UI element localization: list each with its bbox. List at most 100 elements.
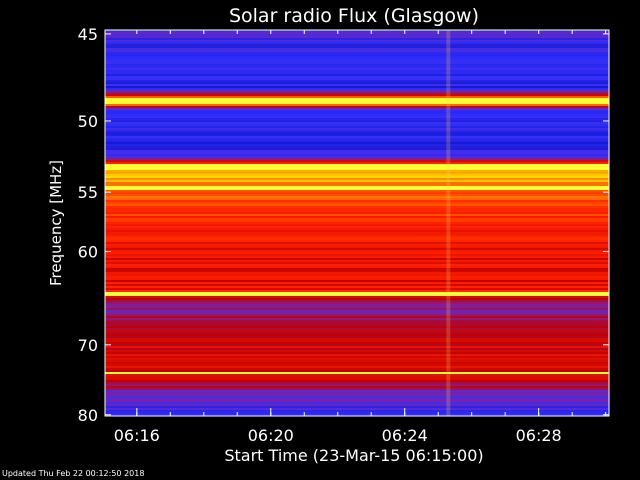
heatmap-row	[105, 86, 609, 89]
heatmap-row	[105, 32, 609, 35]
heatmap-area	[105, 30, 609, 417]
heatmap-row	[105, 112, 609, 115]
heatmap-row	[105, 390, 609, 393]
heatmap-row	[105, 188, 609, 191]
heatmap-row	[105, 280, 609, 283]
heatmap-row	[105, 140, 609, 143]
heatmap-row	[105, 226, 609, 229]
heatmap-row	[105, 70, 609, 73]
heatmap-row	[105, 80, 609, 83]
heatmap-row	[105, 266, 609, 269]
heatmap-row	[105, 164, 609, 167]
heatmap-row	[105, 230, 609, 233]
y-tick-label: 45	[78, 25, 98, 44]
updated-timestamp: Updated Thu Feb 22 00:12:50 2018	[2, 469, 145, 478]
heatmap-row	[105, 166, 609, 169]
heatmap-row	[105, 94, 609, 97]
heatmap-row	[105, 100, 609, 103]
heatmap-row	[105, 54, 609, 57]
heatmap-row	[105, 276, 609, 279]
heatmap-row	[105, 190, 609, 193]
heatmap-row	[105, 208, 609, 211]
heatmap-row	[105, 134, 609, 137]
heatmap-row	[105, 244, 609, 247]
x-tick-label: 06:28	[516, 426, 562, 445]
heatmap-row	[105, 74, 609, 77]
heatmap-row	[105, 68, 609, 71]
heatmap-row	[105, 202, 609, 205]
heatmap-row	[105, 370, 609, 373]
heatmap-row	[105, 262, 609, 265]
heatmap-row	[105, 308, 609, 311]
heatmap-row	[105, 330, 609, 333]
heatmap-row	[105, 406, 609, 409]
heatmap-row	[105, 364, 609, 367]
heatmap-row	[105, 62, 609, 65]
heatmap-row	[105, 294, 609, 297]
heatmap-row	[105, 170, 609, 173]
heatmap-row	[105, 148, 609, 151]
heatmap-row	[105, 270, 609, 273]
heatmap-row	[105, 36, 609, 39]
heatmap-row	[105, 182, 609, 185]
plot-frame	[104, 29, 610, 417]
heatmap-row	[105, 324, 609, 327]
heatmap-row	[105, 304, 609, 307]
y-tick-label: 55	[78, 183, 98, 202]
heatmap-row	[105, 392, 609, 395]
heatmap-row	[105, 354, 609, 357]
heatmap-row	[105, 222, 609, 225]
heatmap-row	[105, 274, 609, 277]
heatmap-row	[105, 106, 609, 109]
heatmap-row	[105, 114, 609, 117]
heatmap-row	[105, 246, 609, 249]
heatmap-row	[105, 88, 609, 91]
heatmap-row	[105, 42, 609, 45]
heatmap-row	[105, 198, 609, 201]
heatmap-row	[105, 66, 609, 69]
heatmap-row	[105, 380, 609, 383]
heatmap-row	[105, 124, 609, 127]
heatmap-row	[105, 228, 609, 231]
heatmap-row	[105, 104, 609, 107]
heatmap-row	[105, 328, 609, 331]
heatmap-row	[105, 98, 609, 101]
y-tick-label: 70	[78, 336, 98, 355]
heatmap-row	[105, 180, 609, 183]
y-axis: 45 50 55 60 70 80	[78, 25, 609, 425]
heatmap-row	[105, 184, 609, 187]
heatmap-row	[105, 154, 609, 157]
heatmap-row	[105, 176, 609, 179]
heatmap-row	[105, 224, 609, 227]
heatmap-row	[105, 290, 609, 293]
y-axis-label: Frequency [MHz]	[47, 160, 65, 286]
heatmap-row	[105, 386, 609, 389]
heatmap-row	[105, 362, 609, 365]
heatmap-row	[105, 58, 609, 61]
heatmap-row	[105, 318, 609, 321]
heatmap-row	[105, 312, 609, 315]
heatmap-row	[105, 132, 609, 135]
heatmap-row	[105, 410, 609, 413]
heatmap-row	[105, 314, 609, 317]
heatmap-row	[105, 372, 609, 375]
heatmap-row	[105, 84, 609, 87]
heatmap-row	[105, 296, 609, 299]
heatmap-row	[105, 378, 609, 381]
heatmap-row	[105, 344, 609, 347]
heatmap-row	[105, 34, 609, 37]
heatmap-row	[105, 218, 609, 221]
heatmap-row	[105, 186, 609, 189]
heatmap-row	[105, 260, 609, 263]
heatmap-row	[105, 216, 609, 219]
heatmap-row	[105, 236, 609, 239]
heatmap-row	[105, 374, 609, 377]
heatmap-row	[105, 122, 609, 125]
heatmap-row	[105, 220, 609, 223]
heatmap-row	[105, 234, 609, 237]
heatmap-row	[105, 56, 609, 59]
heatmap-row	[105, 196, 609, 199]
heatmap-row	[105, 76, 609, 79]
heatmap-row	[105, 150, 609, 153]
heatmap-row	[105, 102, 609, 105]
